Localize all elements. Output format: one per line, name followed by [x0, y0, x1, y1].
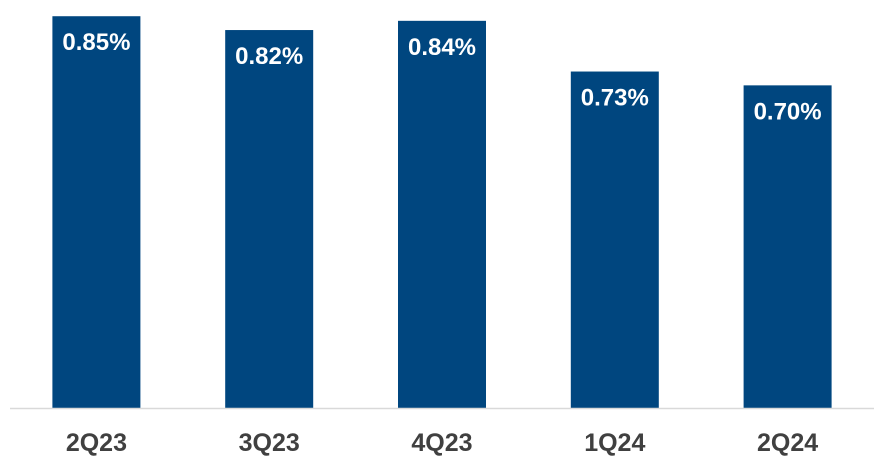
x-tick-label-1Q24: 1Q24: [584, 429, 645, 457]
data-label-1Q24: 0.73%: [581, 85, 649, 112]
x-tick-label-3Q23: 3Q23: [239, 429, 300, 457]
data-label-2Q23: 0.85%: [62, 29, 130, 56]
bar-2Q24: [743, 85, 832, 408]
bars-group: [52, 16, 832, 409]
x-tick-label-2Q23: 2Q23: [66, 429, 127, 457]
bar-4Q23: [398, 20, 486, 409]
bar-1Q24: [570, 71, 659, 408]
x-tick-label-2Q24: 2Q24: [757, 429, 818, 457]
data-label-3Q23: 0.82%: [235, 43, 303, 70]
bar-2Q23: [52, 16, 141, 409]
data-label-4Q23: 0.84%: [408, 34, 476, 61]
bar-3Q23: [225, 30, 314, 408]
data-label-2Q24: 0.70%: [754, 98, 822, 125]
x-tick-label-4Q23: 4Q23: [411, 429, 472, 457]
labels-group: 0.85% 2Q23 0.82% 3Q23 0.84% 4Q23 0.73% 1Q24 0.70…: [62, 29, 821, 457]
